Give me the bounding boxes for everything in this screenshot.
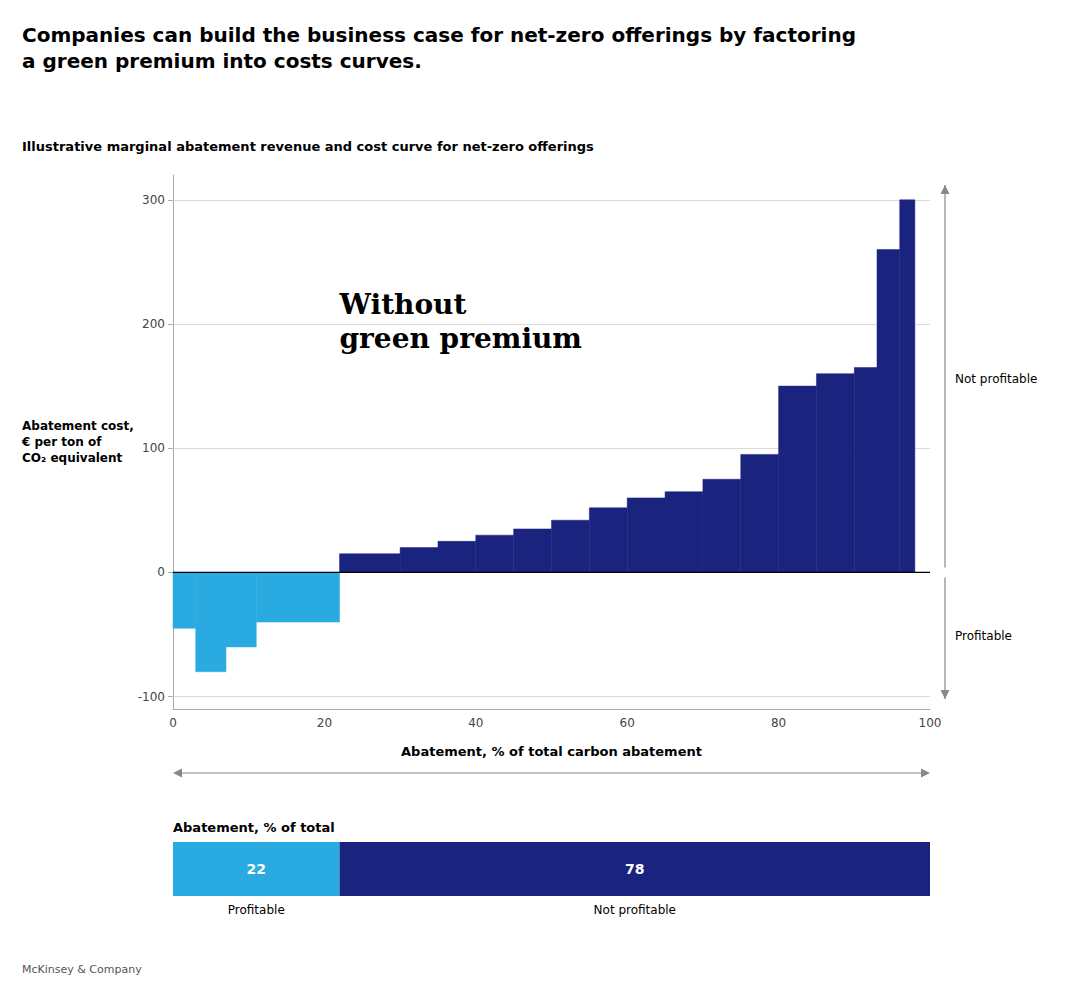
svg-text:78: 78 — [625, 861, 644, 877]
svg-text:Illustrative marginal abatemen: Illustrative marginal abatement revenue … — [22, 139, 594, 154]
svg-text:green premium: green premium — [340, 322, 582, 355]
svg-text:200: 200 — [142, 317, 165, 331]
svg-text:300: 300 — [142, 193, 165, 207]
svg-text:Without: Without — [339, 288, 467, 321]
svg-text:McKinsey & Company: McKinsey & Company — [22, 963, 142, 976]
svg-text:Not profitable: Not profitable — [955, 372, 1037, 386]
svg-text:100: 100 — [142, 441, 165, 455]
svg-text:Not profitable: Not profitable — [594, 903, 676, 917]
svg-text:Abatement cost,: Abatement cost, — [22, 419, 134, 433]
svg-text:60: 60 — [620, 716, 635, 730]
svg-text:a green premium into costs cur: a green premium into costs curves. — [22, 49, 422, 73]
svg-text:80: 80 — [771, 716, 786, 730]
svg-text:Profitable: Profitable — [955, 629, 1012, 643]
svg-text:Profitable: Profitable — [228, 903, 285, 917]
svg-text:0: 0 — [157, 565, 165, 579]
svg-text:Abatement, % of total: Abatement, % of total — [173, 820, 335, 835]
svg-text:-100: -100 — [138, 690, 165, 704]
svg-text:22: 22 — [247, 861, 266, 877]
svg-text:Companies can build the busine: Companies can build the business case fo… — [22, 23, 856, 47]
svg-text:€ per ton of: € per ton of — [21, 435, 102, 449]
svg-text:Abatement, % of total carbon a: Abatement, % of total carbon abatement — [401, 744, 702, 759]
svg-text:40: 40 — [468, 716, 483, 730]
svg-text:20: 20 — [317, 716, 332, 730]
svg-text:CO₂ equivalent: CO₂ equivalent — [22, 451, 123, 465]
svg-text:0: 0 — [169, 716, 177, 730]
svg-text:100: 100 — [919, 716, 942, 730]
